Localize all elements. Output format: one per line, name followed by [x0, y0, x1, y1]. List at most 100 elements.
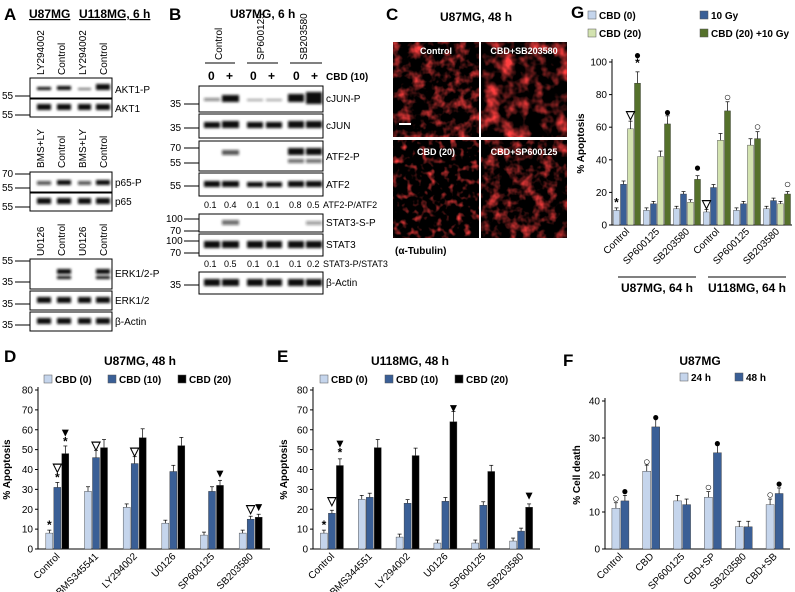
- bar: [238, 532, 247, 550]
- bar: [336, 465, 344, 550]
- legend-swatch: [319, 374, 329, 384]
- legend-swatch: [734, 372, 744, 382]
- b-mw-3: 70: [170, 143, 182, 154]
- significance-marker: ●: [775, 477, 782, 491]
- legend-swatch: [587, 28, 597, 38]
- bar: [717, 140, 724, 226]
- panel-c-title: U87MG, 48 h: [440, 10, 512, 24]
- significance-marker: ●: [634, 48, 641, 62]
- significance-marker: *: [63, 435, 68, 449]
- significance-marker: *: [338, 446, 343, 460]
- significance-marker: ○: [784, 177, 791, 191]
- legend-swatch: [177, 374, 187, 384]
- micrograph-control: Control: [393, 42, 479, 137]
- bar: [642, 471, 651, 550]
- blot-label-erk-p: ERK1/2-P: [115, 269, 160, 280]
- bar: [620, 184, 627, 226]
- legend-swatch: [384, 374, 394, 384]
- y-tick-label: 0: [594, 545, 600, 556]
- bar: [620, 500, 630, 550]
- scale-bar: [399, 123, 411, 125]
- significance-marker: ○: [612, 491, 619, 505]
- legend-label: 24 h: [691, 373, 711, 384]
- bar: [200, 534, 208, 550]
- bar: [657, 156, 664, 226]
- a-mw-3: 70: [2, 169, 14, 180]
- y-tick-label: 80: [596, 90, 608, 101]
- bar: [643, 210, 650, 226]
- chart-g: G CBD (0) 10 Gy CBD (20) CBD (20) +10 Gy % A…: [571, 3, 792, 295]
- bar: [374, 447, 382, 550]
- micro-label-1: Control: [420, 46, 452, 56]
- significance-marker: ●: [714, 436, 721, 450]
- blot-label-akt1: AKT1: [115, 104, 140, 115]
- significance-marker: ▼: [214, 466, 226, 480]
- stat3-ratio-5: 0.1: [289, 259, 302, 269]
- y-tick-label: 80: [297, 386, 309, 397]
- x-tick-label: U0126: [150, 551, 179, 580]
- bar: [122, 507, 131, 550]
- micro-label-4: CBD+SP600125: [491, 147, 558, 157]
- micro-label-2: CBD+SB203580: [490, 46, 557, 56]
- bar: [433, 542, 442, 550]
- a-lane-2-1: BMS+LY: [36, 129, 47, 168]
- x-tick-label: SB203580: [215, 551, 256, 592]
- y-tick-label: 30: [297, 485, 309, 496]
- significance-marker: ○: [724, 90, 731, 104]
- y-tick-label: 40: [297, 465, 309, 476]
- bar: [254, 517, 263, 550]
- significance-marker: ▼: [253, 500, 265, 514]
- chart-d: D U87MG, 48 h CBD (0) CBD (10) CBD (20) % Ap…: [2, 347, 270, 592]
- significance-marker: ▽: [625, 108, 636, 122]
- bar: [710, 187, 717, 226]
- significance-marker: ○: [766, 488, 773, 502]
- significance-marker: *: [635, 56, 640, 70]
- y-tick-label: 10: [22, 525, 34, 536]
- y-tick-label: 20: [22, 505, 34, 516]
- bar: [784, 193, 791, 226]
- significance-marker: ○: [754, 120, 761, 134]
- b-sign-2: +: [226, 69, 233, 83]
- panel-c: C U87MG, 48 h Control CBD+SB203580 CBD (…: [386, 5, 567, 257]
- legend-swatch: [454, 374, 464, 384]
- y-tick-label: 10: [589, 508, 601, 519]
- stat3-ratio-6: 0.2: [307, 259, 320, 269]
- y-axis-label: % Apoptosis: [576, 113, 587, 174]
- x-tick-label: LY294002: [100, 551, 140, 591]
- panel-b-title: U87MG, 6 h: [230, 7, 295, 21]
- y-tick-label: 70: [297, 405, 309, 416]
- panel-a-letter: A: [4, 5, 16, 24]
- significance-marker: ▽: [90, 439, 101, 453]
- chart-d-title: U87MG, 48 h: [104, 354, 176, 368]
- b-sign-5: 0: [293, 69, 300, 83]
- bar: [724, 110, 731, 226]
- y-axis-label: % Cell death: [572, 445, 583, 504]
- legend-swatch: [587, 10, 597, 20]
- bar: [765, 504, 775, 550]
- micrograph-cbd-sp: CBD+SP600125: [481, 140, 567, 238]
- significance-marker: ○: [643, 454, 650, 468]
- y-tick-label: 30: [22, 485, 34, 496]
- bar: [651, 426, 660, 550]
- significance-marker: *: [47, 518, 52, 532]
- a-lane-2-3: BMS+LY: [78, 129, 89, 168]
- atf2-ratio-4: 0.1: [267, 200, 280, 210]
- bar: [703, 211, 710, 226]
- significance-marker: ●: [652, 410, 659, 424]
- bar: [763, 208, 770, 226]
- bar: [735, 526, 744, 550]
- bar: [509, 540, 517, 550]
- y-axis-label: % Apoptosis: [2, 439, 13, 500]
- significance-marker: ▽: [52, 460, 63, 474]
- bar: [517, 530, 525, 550]
- x-tick-label: SP600125: [176, 551, 217, 592]
- bar: [100, 447, 108, 550]
- y-tick-label: 60: [297, 425, 309, 436]
- panel-a-title-left: U87MG: [29, 7, 70, 21]
- bar: [664, 123, 671, 226]
- blot-stat3-s-p: [198, 213, 324, 233]
- blot-label-actin-a: β-Actin: [115, 317, 146, 328]
- atf2-ratio-label: ATF2-P/ATF2: [323, 200, 377, 210]
